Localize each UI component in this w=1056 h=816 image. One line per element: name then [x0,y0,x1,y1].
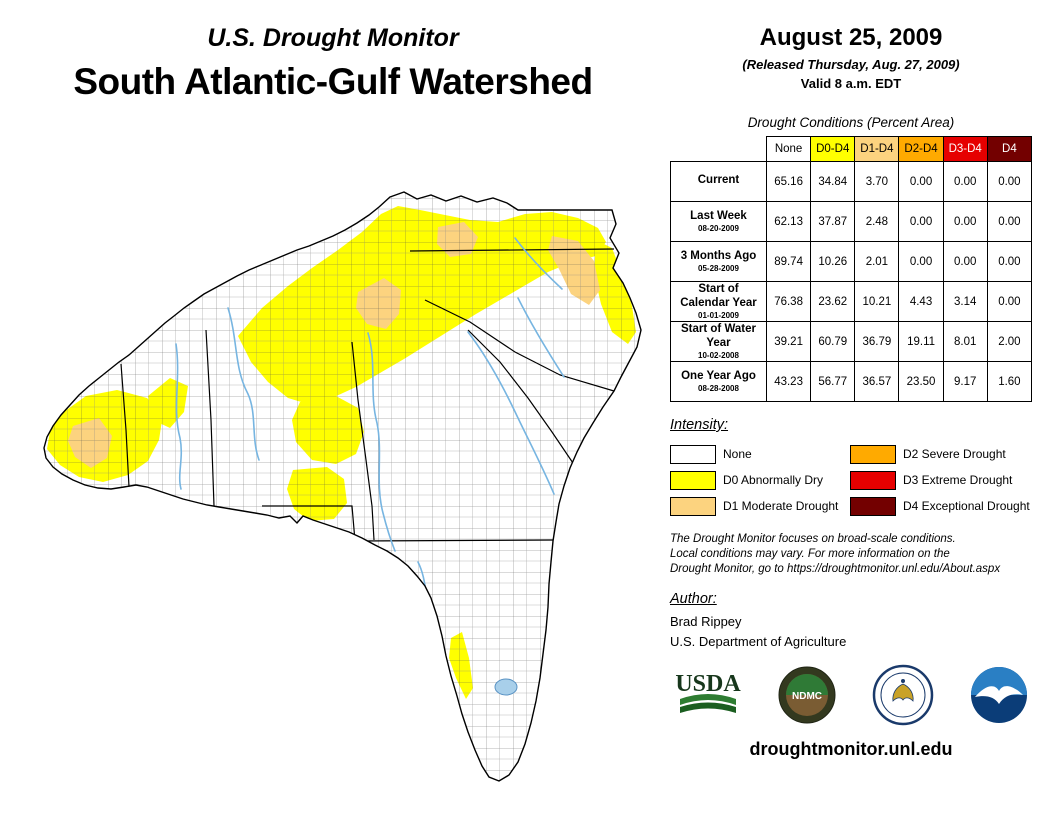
col-header-d2-d4: D2-D4 [898,136,944,162]
d3-swatch [850,470,896,490]
value-cell: 56.77 [810,361,856,402]
report-title: U.S. Drought Monitor [207,24,459,52]
title-block: U.S. Drought Monitor South Atlantic-Gulf… [8,24,658,103]
released-date: (Released Thursday, Aug. 27, 2009) [742,57,960,72]
value-cell: 39.21 [765,321,812,362]
table-row-last-week: Last Week 08-20-2009 62.13 37.87 2.48 0.0… [670,201,1033,242]
row-label-cell: One Year Ago 08-28-2008 [670,361,767,402]
value-cell: 76.38 [765,281,812,322]
value-cell: 0.00 [986,241,1033,282]
value-cell: 3.14 [942,281,988,322]
row-label-cell: 3 Months Ago 05-28-2009 [670,241,767,282]
valid-time: Valid 8 a.m. EDT [800,76,902,91]
drought-conditions-table: None D0-D4 D1-D4 D2-D4 D3-D4 D4 Current … [670,136,1033,402]
value-cell: 60.79 [810,321,856,362]
value-cell: 37.87 [810,201,856,242]
value-cell: 8.01 [942,321,988,362]
legend-item-d1: D1 Moderate Drought [670,496,850,516]
legend-item-d3: D3 Extreme Drought [850,470,1032,490]
legend-item-none: None [670,444,850,464]
table-row-start-water-year: Start of Water Year 10-02-2008 39.21 60.7… [670,321,1033,362]
table-row-3-months-ago: 3 Months Ago 05-28-2009 89.74 10.26 2.01 … [670,241,1033,282]
value-cell: 34.84 [810,161,856,202]
value-cell: 62.13 [765,201,812,242]
value-cell: 0.00 [898,201,944,242]
svg-text:NDMC: NDMC [792,691,822,702]
row-label-cell: Start of Water Year 10-02-2008 [670,321,767,362]
table-title: Drought Conditions (Percent Area) [747,115,955,130]
author-name: Brad Rippey [670,613,742,629]
ndmc-logo: NDMC [778,666,836,724]
d0-swatch [670,470,716,490]
value-cell: 19.11 [898,321,944,362]
value-cell: 43.23 [765,361,812,402]
value-cell: 4.43 [898,281,944,322]
col-header-none: None [765,136,812,162]
legend-item-d2: D2 Severe Drought [850,444,1032,464]
value-cell: 0.00 [986,201,1033,242]
value-cell: 10.21 [854,281,900,322]
value-cell: 36.57 [854,361,900,402]
col-header-d3-d4: D3-D4 [942,136,988,162]
col-header-d4: D4 [986,136,1033,162]
value-cell: 1.60 [986,361,1033,402]
usda-logo: USDA [675,671,741,713]
value-cell: 65.16 [765,161,812,202]
table-header-row: None D0-D4 D1-D4 D2-D4 D3-D4 D4 [670,136,1033,162]
value-cell: 0.00 [942,201,988,242]
row-label-cell: Start of Calendar Year 01-01-2009 [670,281,767,322]
value-cell: 23.50 [898,361,944,402]
watershed-outline [43,191,642,782]
value-cell: 9.17 [942,361,988,402]
svg-text:USDA: USDA [675,671,741,697]
none-swatch [670,444,716,464]
value-cell: 0.00 [942,161,988,202]
noaa-logo [971,666,1027,723]
col-header-d0-d4: D0-D4 [810,136,856,162]
author-heading: Author: [670,590,717,607]
value-cell: 0.00 [898,161,944,202]
d1-swatch [670,496,716,516]
table-row-start-calendar-year: Start of Calendar Year 01-01-2009 76.38 2… [670,281,1033,322]
d2-swatch [850,444,896,464]
d4-swatch [850,496,896,516]
author-org: U.S. Department of Agriculture [670,633,847,649]
footer-url: droughtmonitor.unl.edu [749,738,953,759]
value-cell: 36.79 [854,321,900,362]
value-cell: 0.00 [898,241,944,282]
info-panel: August 25, 2009 (Released Thursday, Aug.… [670,24,1033,760]
watershed-title: South Atlantic-Gulf Watershed [73,61,593,102]
rivers [175,237,565,621]
value-cell: 0.00 [986,161,1033,202]
value-cell: 89.74 [765,241,812,282]
intensity-legend: None D0 Abnormally Dry D1 Moderate Droug… [670,441,1032,519]
lake-okeechobee [494,678,518,696]
watershed-region [43,191,642,782]
table-row-current: Current 65.16 34.84 3.70 0.00 0.00 0.00 [670,161,1033,202]
table-corner-cell [670,136,767,162]
row-label-cell: Current [670,161,767,202]
value-cell: 10.26 [810,241,856,282]
legend-title: Intensity: [670,417,729,433]
row-label-cell: Last Week 08-20-2009 [670,201,767,242]
report-date: August 25, 2009 [759,24,943,51]
state-borders [120,248,615,542]
table-row-one-year-ago: One Year Ago 08-28-2008 43.23 56.77 36.57… [670,361,1033,402]
value-cell: 0.00 [986,281,1033,322]
value-cell: 2.48 [854,201,900,242]
commerce-seal-logo [872,664,934,725]
value-cell: 3.70 [854,161,900,202]
col-header-d1-d4: D1-D4 [854,136,900,162]
legend-item-d4: D4 Exceptional Drought [850,496,1032,516]
value-cell: 23.62 [810,281,856,322]
drought-map [43,191,642,782]
value-cell: 2.01 [854,241,900,282]
logos-row: USDA NDMC [670,664,1032,726]
disclaimer-text: The Drought Monitor focuses on broad-sca… [670,533,1001,576]
legend-item-d0: D0 Abnormally Dry [670,470,850,490]
value-cell: 2.00 [986,321,1033,362]
value-cell: 0.00 [942,241,988,282]
